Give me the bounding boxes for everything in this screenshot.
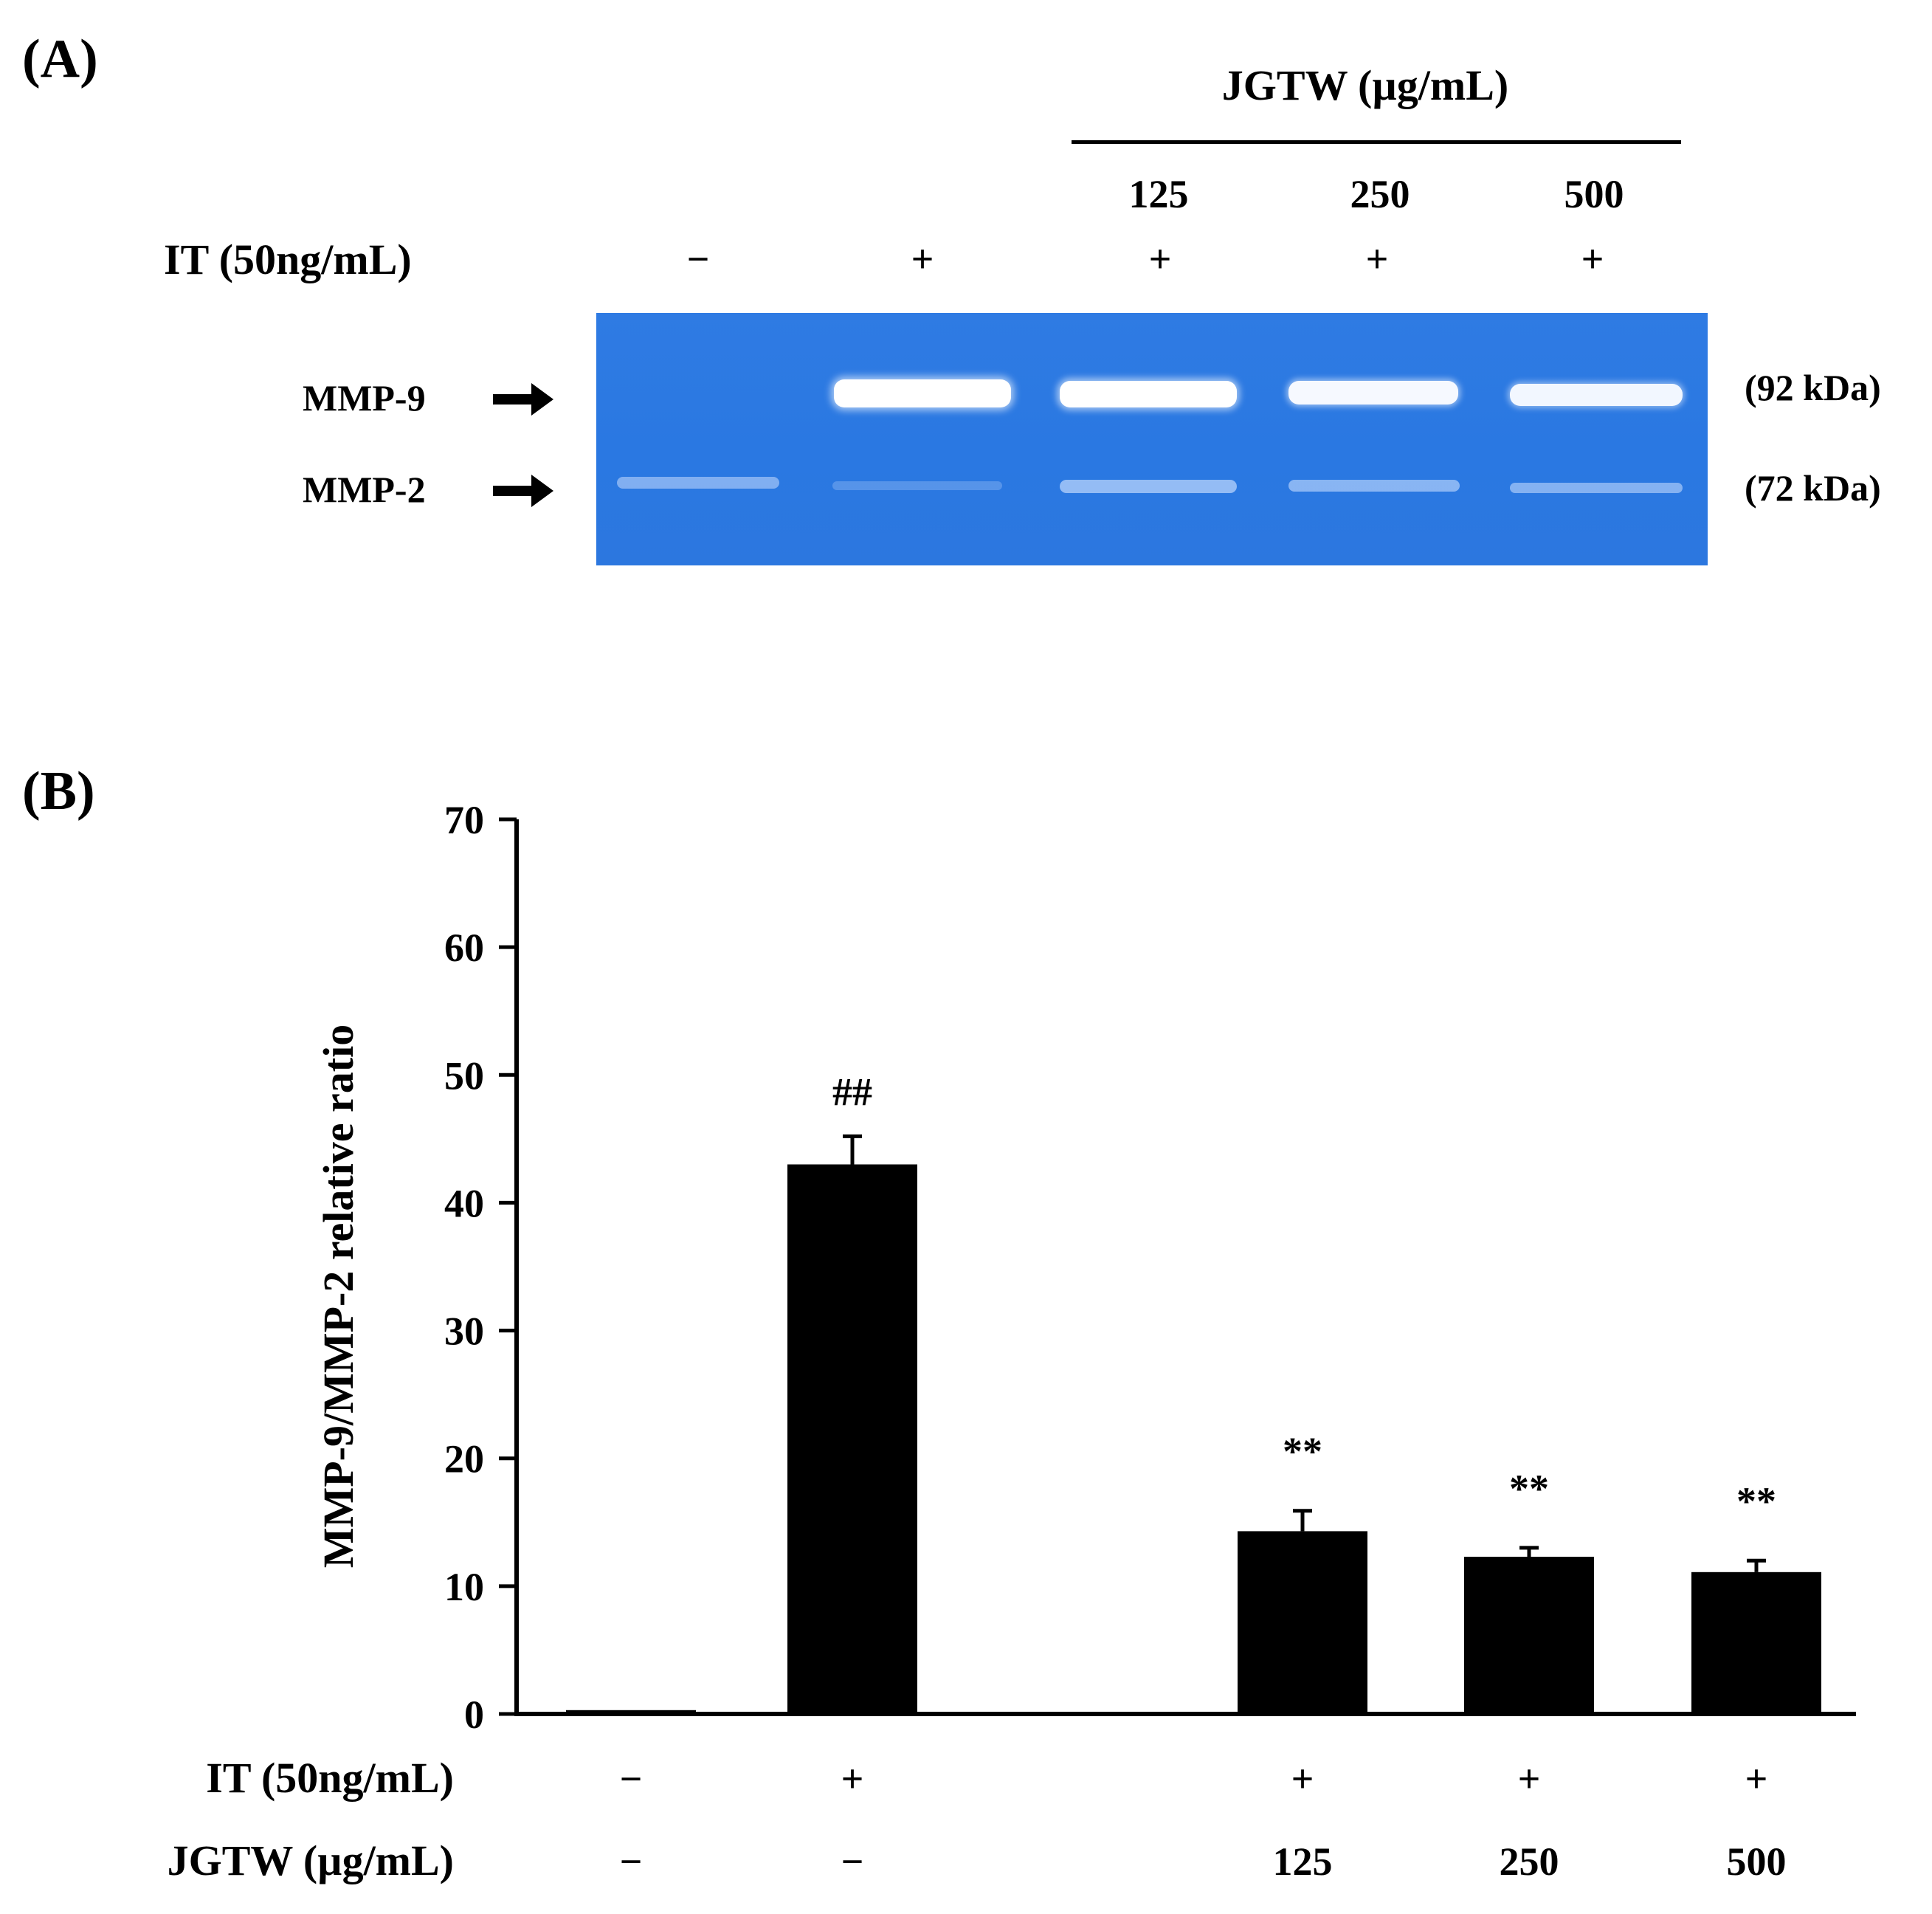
annotation-3: ** <box>1283 1430 1322 1474</box>
bar-5 <box>1691 1572 1821 1714</box>
x-row-2-value-5: 500 <box>1727 1839 1787 1884</box>
mmp2-label: MMP-2 <box>303 469 426 510</box>
bar-3 <box>1238 1531 1367 1714</box>
it-label: IT (50ng/mL) <box>164 235 412 283</box>
annotation-5: ** <box>1736 1479 1776 1524</box>
it-sign-lane5: + <box>1581 237 1604 281</box>
x-row-2-value-4: 250 <box>1500 1839 1559 1884</box>
x-row-1-value-1: − <box>620 1757 643 1801</box>
bar-2 <box>787 1164 917 1714</box>
mmp9-band-lane3 <box>1060 381 1237 407</box>
mmp9-arrow-icon <box>493 383 553 416</box>
y-tick-label: 50 <box>444 1053 484 1098</box>
y-tick-label: 30 <box>444 1309 484 1354</box>
zymography-gel <box>596 313 1708 565</box>
y-axis-ticks: 0 10 20 30 40 50 60 70 <box>444 798 517 1737</box>
mmp2-band-lane1 <box>617 477 779 489</box>
panel-b-label: (B) <box>22 761 95 822</box>
x-row-1-value-2: + <box>841 1757 864 1801</box>
jgtw-header-line <box>1072 140 1681 144</box>
significance-annotations: ## ** ** ** <box>832 1070 1776 1524</box>
bar-4 <box>1464 1557 1594 1714</box>
panel-a-label: (A) <box>22 29 98 89</box>
y-tick-label: 20 <box>444 1437 484 1481</box>
x-row-2-value-3: 125 <box>1273 1839 1333 1884</box>
dose-125: 125 <box>1128 172 1189 216</box>
y-tick-label: 70 <box>444 798 484 842</box>
x-row-label-2: JGTW (µg/mL) <box>168 1836 454 1884</box>
annotation-4: ** <box>1509 1467 1549 1511</box>
it-sign-lane1: − <box>686 237 710 281</box>
mmp9-kda: (92 kDa) <box>1745 367 1881 408</box>
y-tick-label: 0 <box>464 1693 484 1737</box>
x-row-1-value-4: + <box>1518 1757 1541 1801</box>
x-row-1-value-5: + <box>1745 1757 1768 1801</box>
dose-250: 250 <box>1350 172 1410 216</box>
y-tick-label: 40 <box>444 1181 484 1225</box>
mmp2-kda: (72 kDa) <box>1745 467 1881 509</box>
annotation-2: ## <box>832 1070 872 1114</box>
mmp2-band-lane3 <box>1060 480 1237 493</box>
mmp2-band-lane5 <box>1510 483 1683 493</box>
bars <box>566 1164 1821 1714</box>
mmp2-band-lane2 <box>832 481 1002 490</box>
x-row-label-1: IT (50ng/mL) <box>206 1754 454 1802</box>
mmp2-band-lane4 <box>1288 480 1460 492</box>
x-row-1-value-3: + <box>1291 1757 1314 1801</box>
y-tick-label: 60 <box>444 926 484 970</box>
mmp9-band-lane2 <box>834 379 1011 407</box>
it-sign-lane2: + <box>911 237 934 281</box>
jgtw-header: JGTW (µg/mL) <box>1221 61 1509 109</box>
mmp2-arrow-icon <box>493 475 553 507</box>
it-sign-lane3: + <box>1148 237 1172 281</box>
mmp9-band-lane5 <box>1510 384 1683 406</box>
error-bars <box>843 1134 1766 1572</box>
dose-500: 500 <box>1564 172 1624 216</box>
y-axis-label: MMP-9/MMP-2 relative ratio <box>314 1025 362 1568</box>
x-treatment-rows: IT (50ng/mL) − + + + + JGTW (µg/mL) − − 125 250 500 <box>168 1754 1787 1884</box>
x-row-2-value-1: − <box>620 1839 643 1884</box>
mmp9-label: MMP-9 <box>303 377 426 419</box>
it-sign-lane4: + <box>1365 237 1389 281</box>
y-tick-label: 10 <box>444 1565 484 1609</box>
x-row-2-value-2: − <box>841 1839 864 1884</box>
mmp9-band-lane4 <box>1288 381 1458 405</box>
